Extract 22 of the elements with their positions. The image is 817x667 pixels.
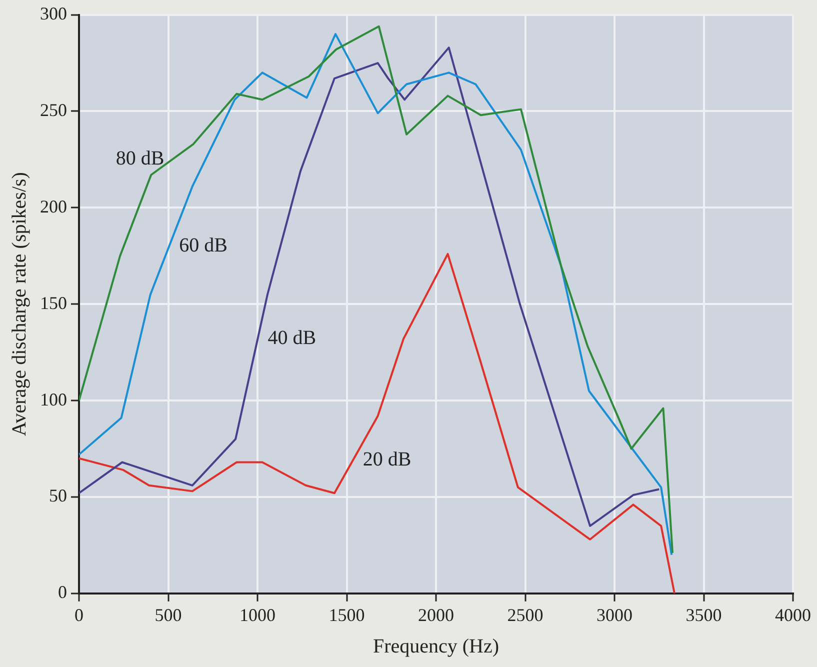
series-label: 60 dB: [179, 234, 228, 256]
x-tick-label: 4000: [775, 604, 811, 625]
series-label: 20 dB: [362, 448, 412, 471]
y-tick-label: 250: [40, 100, 67, 120]
x-tick-label: 0: [74, 604, 84, 625]
y-tick-label: 100: [40, 389, 67, 410]
x-axis-title: Frequency (Hz): [372, 635, 500, 658]
y-tick-label: 200: [40, 196, 67, 216]
x-tick-label: 2500: [507, 604, 544, 625]
x-tick-label: 2000: [418, 604, 454, 625]
x-tick-label: 1000: [240, 604, 276, 625]
x-tick-label: 3500: [686, 604, 722, 625]
y-tick-label: 150: [40, 292, 67, 313]
y-tick-label: 0: [58, 582, 67, 602]
series-label: 80 dB: [116, 148, 164, 170]
y-axis-title: Average discharge rate (spikes/s): [8, 172, 30, 436]
series-label: 40 dB: [268, 327, 316, 350]
y-tick-label: 50: [49, 486, 67, 506]
x-tick-label: 1500: [328, 604, 365, 625]
x-tick-label: 3000: [596, 604, 632, 625]
x-tick-label: 500: [154, 604, 182, 625]
y-tick-label: 300: [40, 4, 67, 24]
